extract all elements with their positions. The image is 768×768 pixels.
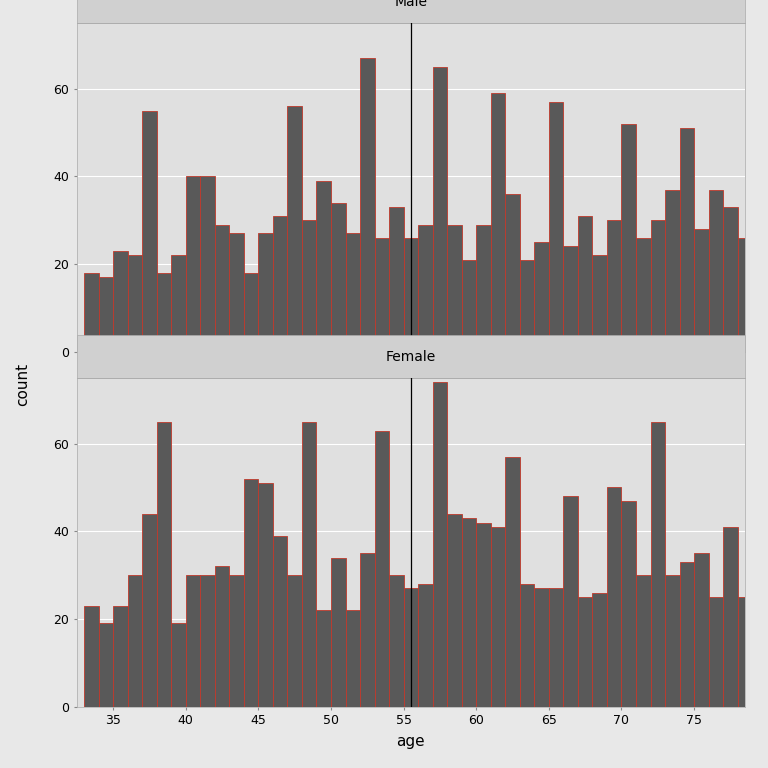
Bar (346, 233, 360, 352)
Bar (142, 111, 157, 352)
Bar (171, 255, 186, 352)
Bar (723, 527, 738, 707)
Bar (244, 273, 258, 352)
Bar (127, 255, 142, 352)
Bar (200, 575, 215, 707)
Bar (694, 229, 709, 352)
Bar (564, 496, 578, 707)
Bar (113, 606, 127, 707)
Bar (77, 335, 745, 378)
Bar (694, 553, 709, 707)
Bar (113, 251, 127, 352)
Bar (680, 562, 694, 707)
Bar (258, 233, 273, 352)
Bar (650, 422, 665, 707)
Bar (230, 233, 243, 352)
Bar (432, 67, 447, 352)
Bar (680, 128, 694, 352)
Bar (592, 593, 607, 707)
Bar (287, 106, 302, 352)
Bar (98, 624, 113, 707)
Bar (738, 597, 752, 707)
Bar (520, 584, 535, 707)
Bar (360, 58, 375, 352)
Bar (157, 273, 171, 352)
X-axis label: age: age (396, 734, 425, 749)
Bar (302, 220, 316, 352)
Bar (665, 575, 680, 707)
Bar (404, 588, 418, 707)
Bar (360, 553, 375, 707)
Bar (665, 190, 680, 352)
Bar (491, 527, 505, 707)
Bar (636, 575, 650, 707)
Bar (302, 422, 316, 707)
Bar (607, 488, 621, 707)
Bar (650, 220, 665, 352)
Bar (244, 478, 258, 707)
Bar (273, 216, 287, 352)
Text: Male: Male (395, 0, 427, 8)
Text: Female: Female (386, 349, 436, 363)
Bar (607, 220, 621, 352)
Bar (432, 382, 447, 707)
Bar (505, 457, 520, 707)
Bar (476, 224, 491, 352)
Bar (389, 575, 404, 707)
Bar (709, 597, 723, 707)
Bar (535, 588, 549, 707)
Bar (287, 575, 302, 707)
Bar (186, 177, 200, 352)
Bar (621, 124, 636, 352)
Bar (230, 575, 243, 707)
Bar (331, 203, 346, 352)
Bar (738, 238, 752, 352)
Bar (84, 273, 98, 352)
Bar (578, 216, 592, 352)
Bar (520, 260, 535, 352)
Bar (535, 242, 549, 352)
Bar (346, 610, 360, 707)
Bar (98, 277, 113, 352)
Bar (636, 238, 650, 352)
Bar (77, 0, 745, 23)
Bar (331, 558, 346, 707)
Bar (200, 177, 215, 352)
Bar (186, 575, 200, 707)
Bar (375, 431, 389, 707)
Bar (404, 238, 418, 352)
Bar (549, 102, 564, 352)
Bar (316, 180, 331, 352)
Bar (157, 422, 171, 707)
Bar (592, 255, 607, 352)
Bar (723, 207, 738, 352)
Bar (375, 238, 389, 352)
Bar (709, 190, 723, 352)
Bar (447, 224, 462, 352)
Bar (389, 207, 404, 352)
Bar (171, 624, 186, 707)
Bar (273, 536, 287, 707)
Bar (462, 518, 476, 707)
Bar (564, 247, 578, 352)
Bar (418, 224, 432, 352)
Bar (491, 93, 505, 352)
Bar (418, 584, 432, 707)
Bar (476, 522, 491, 707)
Bar (258, 483, 273, 707)
Bar (142, 514, 157, 707)
Bar (127, 575, 142, 707)
Text: count: count (15, 362, 31, 406)
Bar (447, 514, 462, 707)
Bar (578, 597, 592, 707)
Bar (316, 610, 331, 707)
Bar (215, 224, 230, 352)
Bar (84, 606, 98, 707)
Bar (505, 194, 520, 352)
Bar (549, 588, 564, 707)
Bar (621, 501, 636, 707)
Bar (462, 260, 476, 352)
Bar (215, 566, 230, 707)
